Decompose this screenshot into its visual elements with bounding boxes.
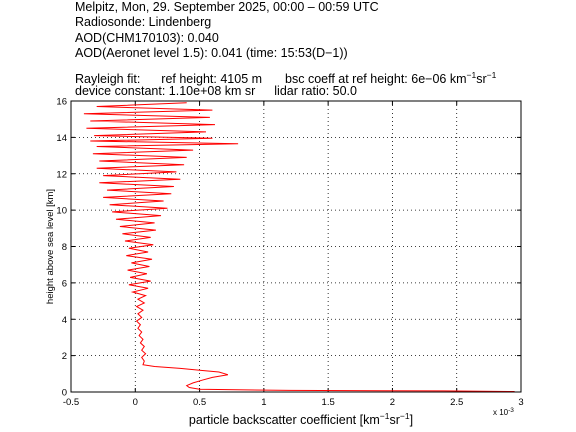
x-tick-label: 2 (390, 397, 395, 408)
y-tick-label: 12 (56, 169, 67, 180)
y-axis-label: height above sea level [km] (45, 189, 56, 304)
y-tick-label: 8 (62, 242, 67, 253)
x-tick-label: 2.5 (450, 397, 463, 408)
x-tick-label: 1 (261, 397, 266, 408)
device-line: device constant: 1.10e+08 km sr lidar ra… (75, 84, 357, 99)
x-axis-label: particle backscatter coefficient [km−1sr… (189, 411, 413, 427)
grid-layer (71, 101, 521, 392)
y-tick-label: 16 (56, 97, 67, 108)
y-tick-label: 0 (62, 388, 67, 399)
title-line-3: AOD(CHM170103): 0.040 (75, 31, 219, 45)
ref-height-text: ref height: 4105 m (161, 72, 263, 87)
title-line-4: AOD(Aeronet level 1.5): 0.041 (time: 15:… (75, 46, 348, 60)
y-tick-label: 14 (56, 133, 67, 144)
axes-frame (70, 100, 522, 393)
y-tick-label: 6 (62, 278, 67, 289)
device-constant-text: device constant: 1.10e+08 km sr (75, 84, 256, 98)
backscatter-profile-line (83, 102, 515, 392)
rayleigh-fit-line: Rayleigh fit: ref height: 4105 m bsc coe… (75, 68, 496, 87)
title-line-1: Melpitz, Mon, 29. September 2025, 00:00 … (75, 0, 379, 14)
title-line-2: Radiosonde: Lindenberg (75, 15, 212, 29)
y-tick-label: 2 (62, 351, 67, 362)
x-tick-label: 1.5 (322, 397, 335, 408)
x-multiplier-label: x 10-3 (493, 407, 514, 418)
bsc-coeff-text: bsc coeff at ref height: 6e−06 km−1sr−1 (285, 70, 497, 87)
x-tick-label: 3 (518, 397, 523, 408)
x-tick-label: 0 (133, 397, 138, 408)
y-tick-label: 4 (62, 315, 67, 326)
x-tick-label: -0.5 (63, 397, 79, 408)
lidar-ratio-text: lidar ratio: 50.0 (274, 84, 357, 98)
x-tick-label: 0.5 (193, 397, 206, 408)
rayleigh-fit-label: Rayleigh fit: (75, 72, 141, 87)
y-tick-label: 10 (56, 206, 67, 217)
